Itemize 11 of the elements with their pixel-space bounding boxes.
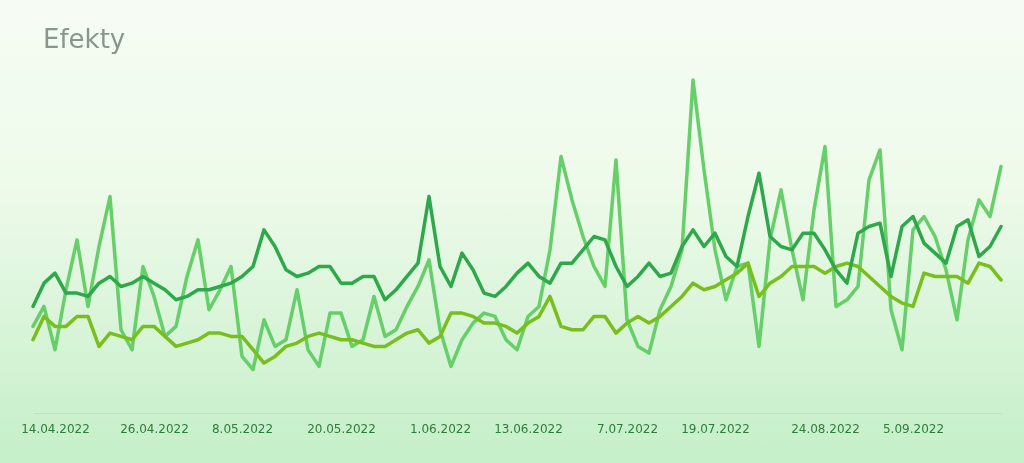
x-tick-label: 20.05.2022 bbox=[307, 421, 376, 436]
x-tick-label: 13.06.2022 bbox=[494, 421, 563, 436]
x-tick-label: 5.09.2022 bbox=[882, 421, 945, 436]
x-tick-label: 26.04.2022 bbox=[120, 421, 189, 436]
x-tick-label: 24.08.2022 bbox=[791, 421, 860, 436]
x-tick-label: 14.04.2022 bbox=[21, 421, 90, 436]
x-tick-label: 8.05.2022 bbox=[211, 421, 274, 436]
x-tick-label: 7.07.2022 bbox=[596, 421, 659, 436]
chart-title: Efekty bbox=[43, 24, 126, 55]
x-tick-label: 1.06.2022 bbox=[409, 421, 472, 436]
x-tick-label: 19.07.2022 bbox=[681, 421, 750, 436]
